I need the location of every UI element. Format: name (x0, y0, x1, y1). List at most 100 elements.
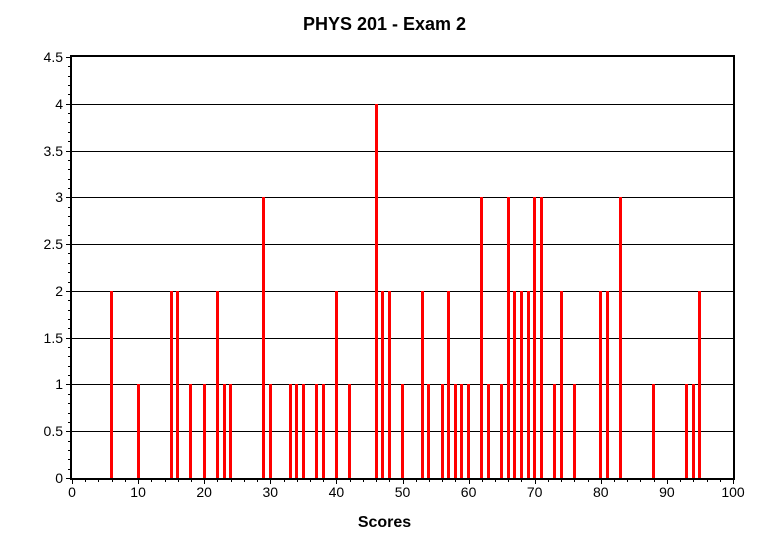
x-tick-minor (416, 478, 417, 482)
x-tick-minor (588, 478, 589, 482)
y-tick-minor (68, 422, 72, 423)
y-tick-minor (68, 94, 72, 95)
bar (527, 291, 530, 478)
bar (685, 384, 688, 478)
bar (302, 384, 305, 478)
bar (421, 291, 424, 478)
bar (467, 384, 470, 478)
y-tick-minor (68, 207, 72, 208)
gridline-horizontal (72, 244, 733, 245)
y-tick-minor (68, 310, 72, 311)
gridline-horizontal (72, 104, 733, 105)
bar (447, 291, 450, 478)
y-tick-minor (68, 235, 72, 236)
x-tick-label: 30 (263, 484, 279, 500)
y-tick-minor (68, 282, 72, 283)
y-tick-label: 0.5 (15, 423, 63, 439)
y-tick-minor (68, 188, 72, 189)
bar (560, 291, 563, 478)
x-tick-minor (151, 478, 152, 482)
bar (480, 197, 483, 478)
x-tick-label: 50 (395, 484, 411, 500)
bar (269, 384, 272, 478)
bar (441, 384, 444, 478)
y-tick-minor (68, 441, 72, 442)
y-tick-label: 1.5 (15, 330, 63, 346)
y-tick-minor (68, 375, 72, 376)
y-tick-label: 1 (15, 376, 63, 392)
x-tick-minor (574, 478, 575, 482)
y-tick-minor (68, 328, 72, 329)
y-tick-major (66, 338, 72, 339)
bar (500, 384, 503, 478)
x-tick-minor (508, 478, 509, 482)
bar (189, 384, 192, 478)
y-tick-label: 2.5 (15, 236, 63, 252)
bar (573, 384, 576, 478)
y-tick-major (66, 431, 72, 432)
x-tick-minor (720, 478, 721, 482)
bar (289, 384, 292, 478)
x-tick-label: 20 (196, 484, 212, 500)
bar (375, 104, 378, 478)
bar (401, 384, 404, 478)
bar (460, 384, 463, 478)
y-tick-minor (68, 216, 72, 217)
y-tick-minor (68, 113, 72, 114)
x-tick-minor (707, 478, 708, 482)
x-tick-minor (125, 478, 126, 482)
y-tick-minor (68, 403, 72, 404)
chart-title: PHYS 201 - Exam 2 (0, 14, 769, 35)
y-tick-minor (68, 66, 72, 67)
x-tick-minor (191, 478, 192, 482)
y-tick-minor (68, 394, 72, 395)
y-tick-major (66, 291, 72, 292)
x-tick-minor (693, 478, 694, 482)
y-tick-minor (68, 366, 72, 367)
bar (606, 291, 609, 478)
y-tick-label: 4 (15, 96, 63, 112)
bar (388, 291, 391, 478)
x-tick-minor (231, 478, 232, 482)
bar (295, 384, 298, 478)
bar (533, 197, 536, 478)
bar (487, 384, 490, 478)
y-tick-minor (68, 272, 72, 273)
bar (454, 384, 457, 478)
bar (203, 384, 206, 478)
y-tick-minor (68, 122, 72, 123)
x-tick-minor (297, 478, 298, 482)
bar (619, 197, 622, 478)
bar (652, 384, 655, 478)
bar (427, 384, 430, 478)
y-tick-minor (68, 179, 72, 180)
x-tick-minor (680, 478, 681, 482)
y-tick-major (66, 384, 72, 385)
x-tick-label: 10 (130, 484, 146, 500)
x-tick-label: 100 (721, 484, 744, 500)
y-tick-minor (68, 141, 72, 142)
x-tick-minor (244, 478, 245, 482)
x-tick-minor (310, 478, 311, 482)
plot-area (70, 55, 735, 480)
x-tick-minor (640, 478, 641, 482)
x-tick-minor (521, 478, 522, 482)
y-tick-major (66, 244, 72, 245)
x-tick-minor (376, 478, 377, 482)
x-tick-minor (389, 478, 390, 482)
y-tick-minor (68, 169, 72, 170)
x-tick-minor (548, 478, 549, 482)
bar (223, 384, 226, 478)
bar (170, 291, 173, 478)
x-tick-minor (363, 478, 364, 482)
x-tick-minor (627, 478, 628, 482)
bar (507, 197, 510, 478)
x-tick-label: 70 (527, 484, 543, 500)
x-tick-minor (257, 478, 258, 482)
x-tick-minor (217, 478, 218, 482)
bar (698, 291, 701, 478)
bar (553, 384, 556, 478)
x-tick-minor (112, 478, 113, 482)
bar (599, 291, 602, 478)
y-tick-minor (68, 413, 72, 414)
